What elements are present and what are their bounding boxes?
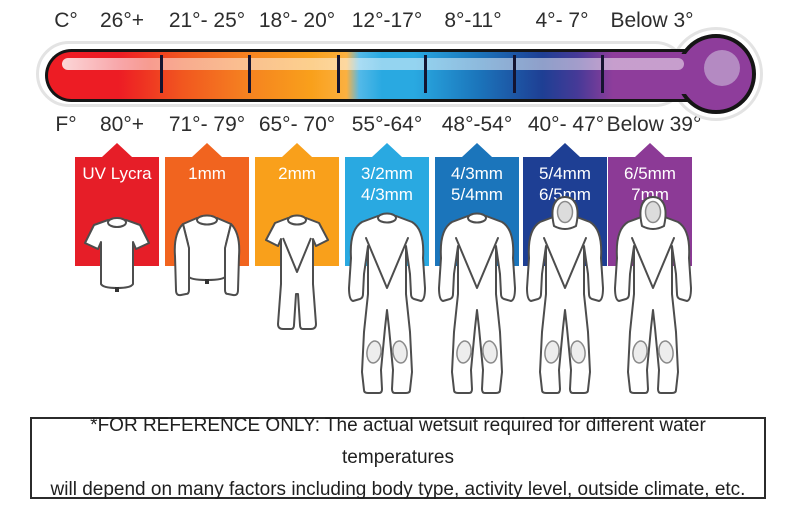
hooded-full-suit-figure	[526, 196, 604, 394]
reference-note-line2: will depend on many factors including bo…	[50, 479, 746, 501]
thickness-label: 5/4mm 6/5mm	[539, 164, 591, 204]
short-sleeve-shirt-figure	[82, 216, 152, 292]
thermometer-bulb-highlight	[704, 50, 740, 86]
celsius-range: 18°- 20°	[258, 9, 336, 32]
celsius-unit-label: C°	[54, 9, 78, 32]
thermometer-tick	[160, 55, 163, 93]
thermometer-tick	[513, 55, 516, 93]
fahrenheit-range: Below 39°	[606, 113, 702, 136]
up-arrow-icon	[462, 143, 492, 157]
celsius-range: 26°+	[99, 9, 145, 32]
celsius-range: 21°- 25°	[168, 9, 246, 32]
celsius-range: 8°-11°	[444, 9, 502, 32]
up-arrow-icon	[102, 143, 132, 157]
reference-note-box: *FOR REFERENCE ONLY: The actual wetsuit …	[30, 415, 766, 500]
fahrenheit-range: 80°+	[99, 113, 145, 136]
thermometer-tube-gradient	[45, 49, 690, 102]
full-suit-figure	[348, 212, 426, 394]
thickness-label: 4/3mm 5/4mm	[451, 164, 503, 204]
thickness-label: 1mm	[188, 164, 226, 183]
reference-note-line1: *FOR REFERENCE ONLY: The actual wetsuit …	[90, 414, 706, 468]
hooded-full-suit-figure	[614, 196, 692, 394]
fahrenheit-range: 40°- 47°	[527, 113, 605, 136]
fahrenheit-unit-label: F°	[55, 113, 77, 136]
fahrenheit-range: 71°- 79°	[168, 113, 246, 136]
full-suit-figure	[438, 212, 516, 394]
up-arrow-icon	[192, 143, 222, 157]
thermometer-tick	[424, 55, 427, 93]
long-sleeve-top-figure	[170, 214, 244, 304]
fahrenheit-range: 65°- 70°	[258, 113, 336, 136]
celsius-range: 12°-17°	[351, 9, 423, 32]
thermometer-gloss-highlight	[62, 58, 684, 70]
thermometer-tick	[337, 55, 340, 93]
celsius-range: Below 3°	[610, 9, 694, 32]
thermometer-tick	[248, 55, 251, 93]
up-arrow-icon	[635, 143, 665, 157]
thickness-label: 3/2mm 4/3mm	[361, 164, 413, 204]
thickness-label: UV Lycra	[82, 164, 152, 183]
thickness-label: 2mm	[278, 164, 316, 183]
wetsuit-column-2mm: 2mm	[255, 143, 339, 266]
spring-suit-figure	[263, 214, 331, 340]
up-arrow-icon	[550, 143, 580, 157]
wetsuit-column-uv-lycra: UV Lycra	[75, 143, 159, 266]
fahrenheit-range: 55°-64°	[351, 113, 423, 136]
fahrenheit-range: 48°-54°	[441, 113, 513, 136]
up-arrow-icon	[282, 143, 312, 157]
celsius-range: 4°- 7°	[535, 9, 589, 32]
up-arrow-icon	[372, 143, 402, 157]
thermometer-tick	[601, 55, 604, 93]
